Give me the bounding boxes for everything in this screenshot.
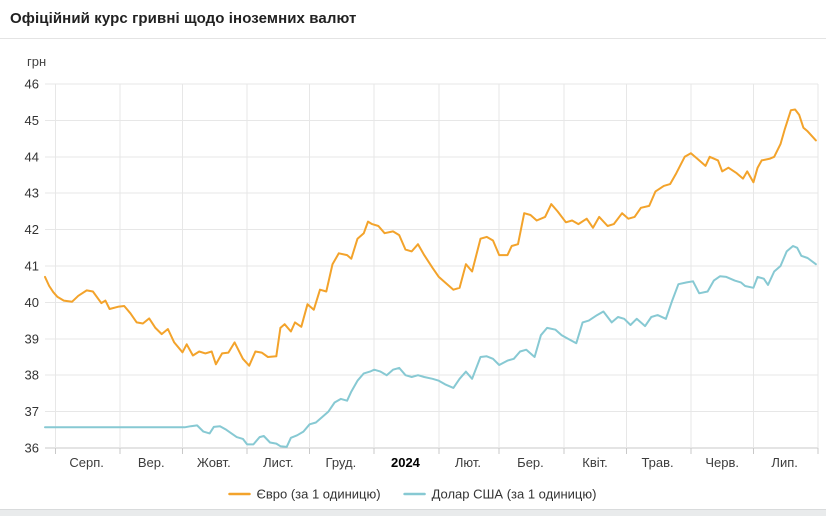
y-axis-tick-label: 36 bbox=[25, 441, 39, 456]
series-line-euro[interactable] bbox=[44, 108, 817, 367]
y-axis-tick-label: 41 bbox=[25, 259, 39, 274]
x-axis-tick-label: Бер. bbox=[517, 455, 544, 470]
series-layer bbox=[44, 108, 817, 448]
chart-header: Офіційний курс гривні щодо іноземних вал… bbox=[0, 0, 826, 39]
x-axis-tick-label: Квіт. bbox=[582, 455, 608, 470]
page-title: Офіційний курс гривні щодо іноземних вал… bbox=[10, 10, 357, 27]
axis-labels: 36 37 38 39 40 41 42 43 44 45 46 Серп. Вер. Жовт. Лист… bbox=[25, 77, 798, 471]
y-axis-tick-label: 43 bbox=[25, 186, 39, 201]
y-axis-tick-label: 45 bbox=[25, 113, 39, 128]
y-axis-tick-label: 42 bbox=[25, 222, 39, 237]
legend: Євро (за 1 одиницю) Долар США (за 1 одини… bbox=[228, 487, 597, 502]
x-axis-tick-label: Лип. bbox=[771, 455, 797, 470]
y-axis-unit-label: грн bbox=[27, 54, 46, 69]
x-axis-tick-label: Лют. bbox=[455, 455, 481, 470]
y-axis-tick-label: 46 bbox=[25, 77, 39, 92]
x-axis-tick-label: Вер. bbox=[138, 455, 165, 470]
series-line-usd[interactable] bbox=[44, 245, 817, 448]
x-axis-tick-label: Черв. bbox=[705, 455, 739, 470]
x-axis-tick-label: Груд. bbox=[326, 455, 357, 470]
x-axis-tick-label: Серп. bbox=[69, 455, 104, 470]
y-axis-tick-label: 39 bbox=[25, 331, 39, 346]
legend-label-euro: Євро (за 1 одиницю) bbox=[257, 487, 381, 502]
y-axis-tick-label: 44 bbox=[25, 149, 39, 164]
y-axis-tick-label: 40 bbox=[25, 295, 39, 310]
exchange-rate-chart: 36 37 38 39 40 41 42 43 44 45 46 Серп. Вер. Жовт. Лист… bbox=[25, 54, 819, 502]
x-axis-tick-label: Жовт. bbox=[197, 455, 231, 470]
x-axis-tick-label: 2024 bbox=[391, 455, 421, 470]
x-axis-tick-label: Трав. bbox=[641, 455, 673, 470]
legend-item-usd[interactable]: Долар США (за 1 одиницю) bbox=[403, 487, 597, 502]
legend-label-usd: Долар США (за 1 одиницю) bbox=[432, 487, 597, 502]
bottom-strip bbox=[0, 509, 826, 516]
x-axis-tick-label: Лист. bbox=[263, 455, 293, 470]
legend-item-euro[interactable]: Євро (за 1 одиницю) bbox=[228, 487, 381, 502]
y-axis-tick-label: 37 bbox=[25, 404, 39, 419]
y-axis-tick-label: 38 bbox=[25, 368, 39, 383]
grid-layer bbox=[45, 83, 819, 454]
